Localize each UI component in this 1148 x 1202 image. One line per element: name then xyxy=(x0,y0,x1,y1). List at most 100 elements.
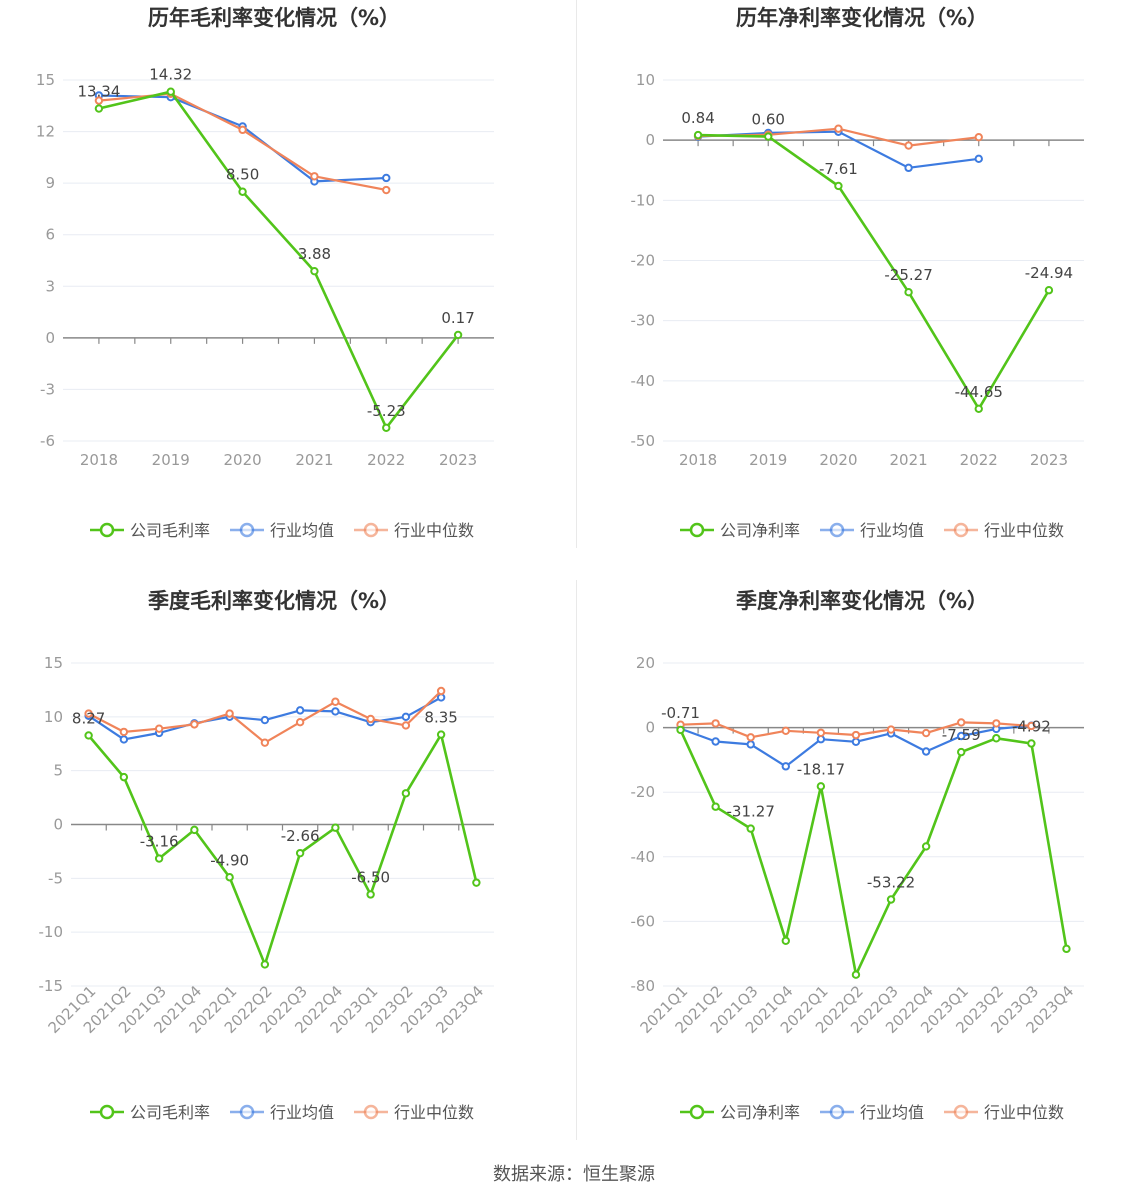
data-point-company xyxy=(851,970,861,979)
data-label: -24.94 xyxy=(1025,264,1073,282)
x-tick-label: 2018 xyxy=(679,451,717,469)
data-point-median xyxy=(886,725,896,734)
data-point-median xyxy=(436,686,446,696)
data-point-company xyxy=(453,330,463,340)
data-point-median xyxy=(834,124,843,133)
y-tick-label: -50 xyxy=(631,432,656,450)
legend-swatch-marker xyxy=(99,1104,115,1120)
x-tick-label: 2019 xyxy=(152,451,190,469)
vertical-divider-top xyxy=(576,0,577,548)
data-point-company xyxy=(834,181,843,191)
data-point-avg xyxy=(746,740,755,749)
data-label: -4.92 xyxy=(1012,717,1051,735)
x-tick-label: 2022 xyxy=(367,451,405,469)
data-point-avg xyxy=(904,163,913,173)
legend-label: 公司净利率 xyxy=(720,1103,800,1122)
x-tick-label: 2019 xyxy=(749,451,787,469)
data-point-median xyxy=(295,718,305,727)
data-point-avg xyxy=(436,693,446,702)
data-label: -5.23 xyxy=(367,402,406,420)
legend-swatch-marker xyxy=(689,522,705,538)
legend-item-company: 公司净利率 xyxy=(680,1103,800,1122)
y-tick-label: 20 xyxy=(636,654,655,672)
x-tick-label: 2021 xyxy=(295,451,333,469)
y-tick-label: -10 xyxy=(631,191,656,209)
data-point-company xyxy=(331,823,340,832)
data-label: -0.71 xyxy=(661,704,700,722)
data-point-company xyxy=(366,890,375,899)
data-point-median xyxy=(310,172,319,181)
y-tick-label: -40 xyxy=(631,372,656,390)
data-point-avg xyxy=(921,747,931,756)
data-label: -44.65 xyxy=(955,383,1003,401)
legend-item-median: 行业中位数 xyxy=(354,1103,474,1122)
data-point-avg xyxy=(781,762,790,771)
chart-panel-annual-net-margin: 历年净利率变化情况（%） 10 0 -10 -20 -30 -40 -50 2018 2019 20… xyxy=(590,0,1148,560)
chart-title: 历年净利率变化情况（%） xyxy=(736,6,988,30)
legend-swatch-marker xyxy=(953,522,969,538)
y-tick-label: -5 xyxy=(48,869,63,887)
data-point-median xyxy=(154,724,164,733)
legend-item-avg: 行业均值 xyxy=(230,521,334,540)
legend-item-company: 公司净利率 xyxy=(680,521,800,540)
data-point-median xyxy=(992,719,1001,728)
data-point-company xyxy=(764,132,773,141)
legend-swatch-marker xyxy=(363,1104,379,1120)
chart-quarterly-net-margin: 季度净利率变化情况（%）200-20-40-60-802021Q12021Q22… xyxy=(631,589,1084,1122)
data-point-company xyxy=(310,266,319,276)
y-tick-label: -6 xyxy=(40,432,55,450)
data-label: -18.17 xyxy=(797,760,845,778)
y-tick-label: 0 xyxy=(53,816,63,834)
chart-annual-net-margin: 历年净利率变化情况（%） 10 0 -10 -20 -30 -40 -50 2018 2019 20… xyxy=(631,6,1084,540)
data-point-company xyxy=(94,104,104,113)
chart-annual-gross-margin: 历年毛利率变化情况（%） 15 12 9 6 3 0 -3 -6 2018 2019 2020 2021… xyxy=(36,6,494,540)
y-tick-label: 12 xyxy=(36,123,55,141)
legend-item-median: 行业中位数 xyxy=(944,1103,1064,1122)
data-label: -53.22 xyxy=(867,874,915,892)
series-line-company xyxy=(87,733,478,966)
y-tick-label: 9 xyxy=(45,174,55,192)
data-point-company xyxy=(225,873,234,882)
y-tick-label: 0 xyxy=(645,719,655,737)
y-tick-label: 15 xyxy=(36,71,55,89)
data-point-company xyxy=(992,734,1001,743)
data-point-company xyxy=(119,772,129,782)
legend-item-avg: 行业均值 xyxy=(820,521,924,540)
data-point-median xyxy=(84,709,93,718)
data-point-median xyxy=(94,96,104,105)
y-tick-label: 5 xyxy=(53,762,63,780)
y-tick-label: 10 xyxy=(44,708,63,726)
chart-title: 季度毛利率变化情况（%） xyxy=(148,589,400,613)
data-point-company xyxy=(921,842,931,851)
y-tick-label: -30 xyxy=(631,312,656,330)
x-tick-label: 2023 xyxy=(439,451,477,469)
legend-label: 公司毛利率 xyxy=(130,521,210,540)
data-point-company xyxy=(401,789,411,798)
data-point-median xyxy=(904,141,913,150)
legend-item-company: 公司毛利率 xyxy=(90,1103,210,1122)
data-point-company xyxy=(1027,739,1036,748)
data-label: 8.27 xyxy=(72,709,105,727)
y-tick-label: -80 xyxy=(631,977,656,995)
legend-item-median: 行业中位数 xyxy=(354,521,474,540)
legend-swatch-marker xyxy=(239,1104,255,1120)
data-point-median xyxy=(382,185,391,195)
data-point-company xyxy=(472,878,481,887)
data-point-company xyxy=(904,288,913,297)
y-tick-label: -20 xyxy=(631,783,656,801)
legend-swatch-marker xyxy=(363,522,379,538)
legend-label: 公司净利率 xyxy=(720,521,800,540)
data-point-avg xyxy=(851,737,861,747)
legend-swatch-marker xyxy=(689,1104,705,1120)
data-point-median xyxy=(401,721,411,730)
data-point-median xyxy=(190,720,199,729)
legend-item-median: 行业中位数 xyxy=(944,521,1064,540)
data-point-avg xyxy=(957,731,966,741)
y-tick-label: 0 xyxy=(45,329,55,347)
data-point-avg xyxy=(295,706,305,715)
data-label: 0.17 xyxy=(441,309,474,327)
data-point-company xyxy=(886,895,896,904)
x-tick-label: 2021 xyxy=(889,451,927,469)
y-tick-label: 3 xyxy=(45,277,55,295)
legend-swatch-marker xyxy=(239,522,255,538)
